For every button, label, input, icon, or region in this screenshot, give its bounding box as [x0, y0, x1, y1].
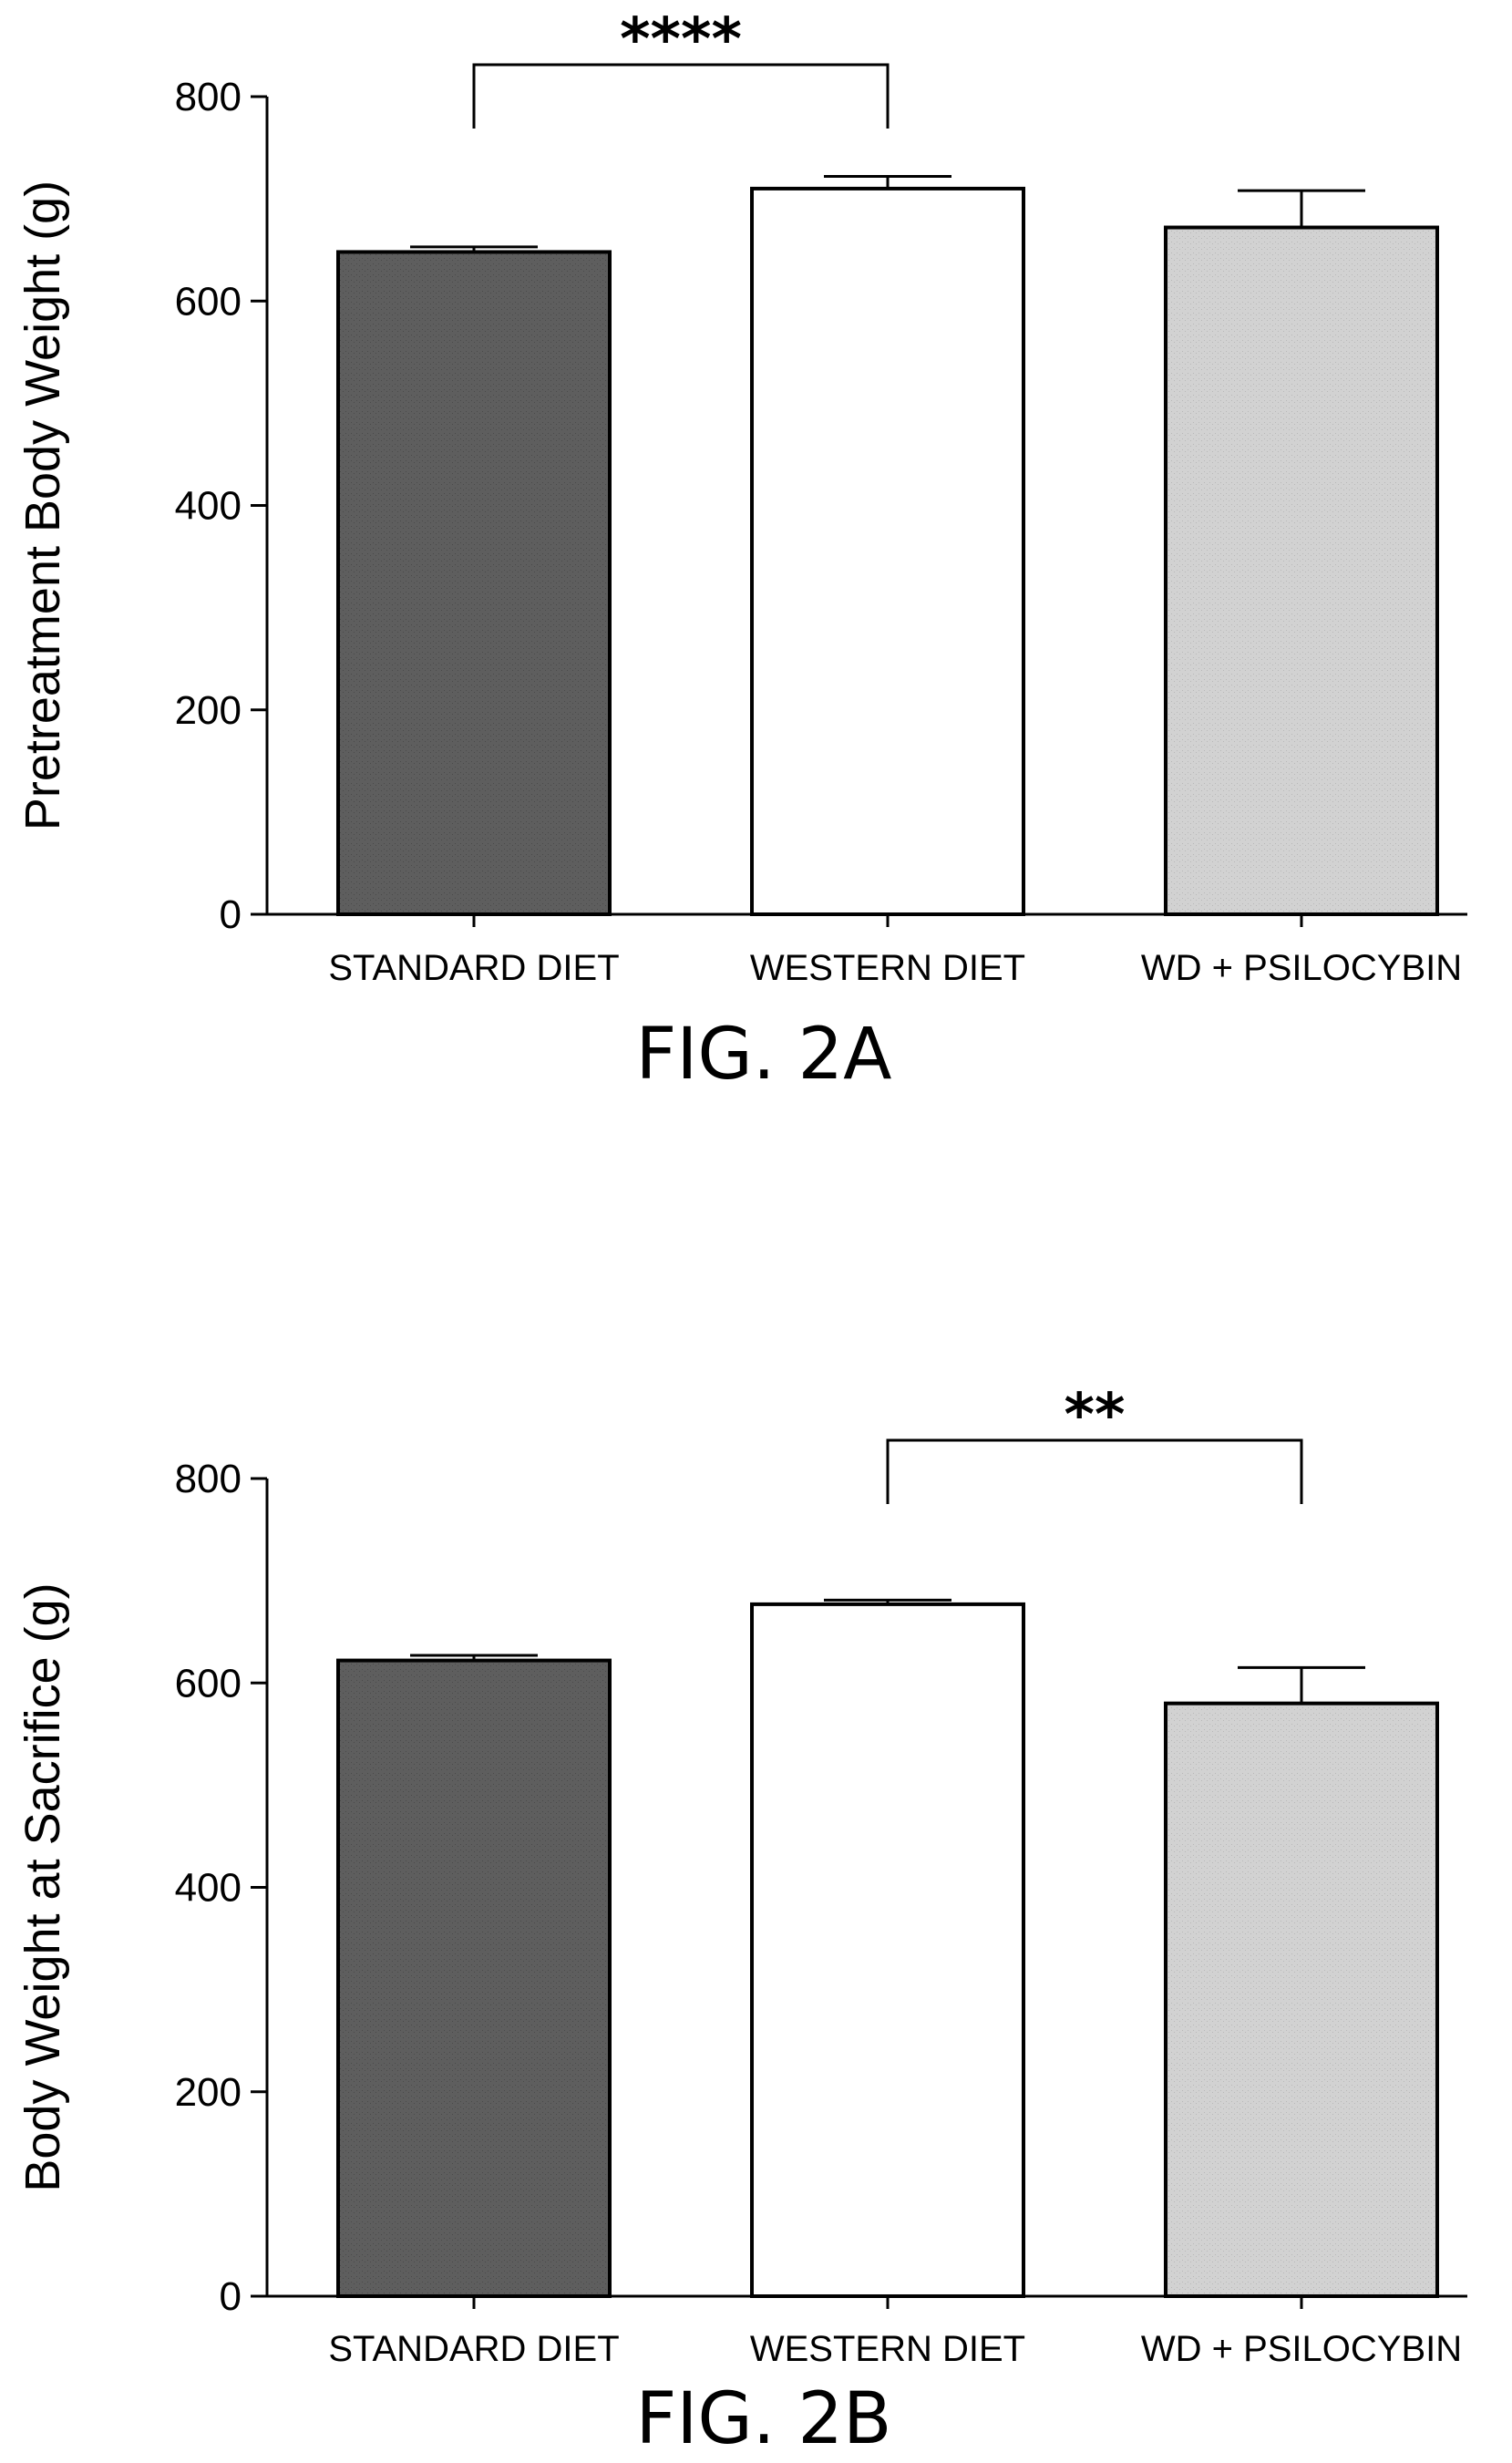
chart-2b: 0 200 400 600 800 Body Weight at Sacrifice (g…: [15, 1382, 1467, 2460]
bar: [1164, 225, 1439, 916]
y-tick-label: 400: [175, 1866, 242, 1911]
y-tick-label: 400: [175, 484, 242, 529]
x-tick-label: STANDARD DIET: [328, 948, 619, 988]
x-tick-label: WESTERN DIET: [750, 2329, 1025, 2369]
bar: [750, 186, 1025, 917]
x-tick-label: WESTERN DIET: [750, 948, 1025, 988]
y-tick-label: 200: [175, 688, 242, 733]
y-axis-title: Pretreatment Body Weight (g): [15, 180, 70, 830]
y-tick-label: 600: [175, 279, 242, 324]
significance-label: **: [1065, 1382, 1126, 1449]
x-tick-label: STANDARD DIET: [328, 2329, 619, 2369]
figure-caption: FIG. 2B: [635, 2378, 891, 2460]
y-tick-label: 800: [175, 75, 242, 119]
y-tick-label: 800: [175, 1457, 242, 1501]
y-tick-label: 0: [220, 2274, 242, 2319]
y-tick-label: 600: [175, 1661, 242, 1706]
bar: [1164, 1701, 1439, 2299]
chart-2a: 0 200 400 600 800 Pretreatment Body Weight (g…: [15, 6, 1467, 1096]
figure-caption: FIG. 2A: [636, 1014, 892, 1096]
y-tick-label: 0: [220, 892, 242, 937]
x-tick-label: WD + PSILOCYBIN: [1141, 2329, 1462, 2369]
bar: [336, 250, 612, 916]
significance-bracket: [472, 63, 890, 129]
bar: [750, 1602, 1025, 2298]
x-tick-label: WD + PSILOCYBIN: [1141, 948, 1462, 988]
y-axis-title: Body Weight at Sacrifice (g): [15, 1582, 70, 2191]
significance-bracket: [886, 1438, 1303, 1504]
significance-label: ****: [620, 6, 742, 74]
bar: [336, 1658, 612, 2298]
y-tick-label: 200: [175, 2070, 242, 2115]
